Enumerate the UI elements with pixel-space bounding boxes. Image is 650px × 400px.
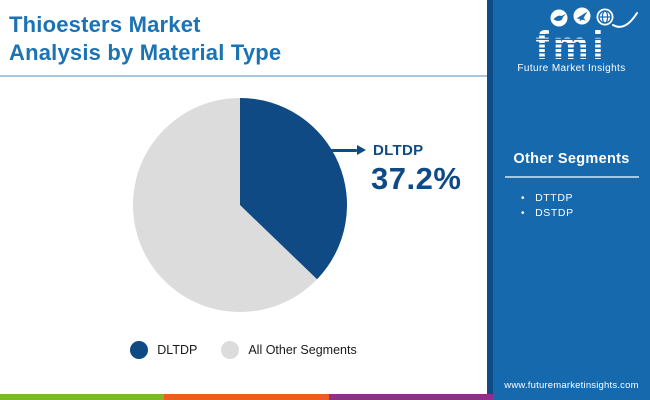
chart-legend: DLTDP All Other Segments	[0, 341, 487, 359]
bottom-bar	[0, 394, 493, 400]
page-title-line2: Analysis by Material Type	[9, 40, 282, 65]
swoosh-icon	[612, 12, 638, 28]
sidebar: fmi Future Market Insights Other Segment…	[487, 0, 650, 400]
bottom-bar-orange	[164, 394, 329, 400]
pie-chart-svg	[133, 98, 347, 312]
pie-chart	[133, 98, 347, 312]
logo-text-wrap: fmi	[531, 24, 612, 68]
fmi-logo: fmi Future Market Insights	[493, 7, 650, 74]
globe-icon	[596, 8, 614, 26]
logo-icons	[550, 7, 638, 28]
segment-item-dstdp: DSTDP	[521, 206, 650, 221]
header-divider	[0, 75, 487, 77]
arrow-line	[331, 148, 357, 152]
legend-dot-dltdp	[130, 341, 149, 359]
legend-dot-others	[221, 341, 240, 359]
plane-icon	[573, 7, 591, 25]
other-segments-panel: Other Segments DTTDP DSTDP	[493, 151, 650, 221]
arrow-right-icon	[357, 145, 366, 155]
logo-text: fmi	[535, 24, 608, 68]
logo-tagline: Future Market Insights	[517, 63, 626, 74]
callout-arrow: DLTDP	[331, 141, 461, 159]
page-title-line1: Thioesters Market	[9, 12, 201, 37]
segment-list: DTTDP DSTDP	[521, 191, 650, 221]
pie-slice-dltdp	[240, 98, 347, 280]
legend-item-dltdp: DLTDP	[130, 341, 197, 359]
callout: DLTDP 37.2%	[331, 142, 461, 197]
sidebar-body: fmi Future Market Insights Other Segment…	[493, 0, 650, 400]
panel-title: Other Segments	[513, 151, 630, 167]
legend-label-dltdp: DLTDP	[157, 343, 198, 357]
panel-divider	[504, 176, 639, 178]
legend-label-others: All Other Segments	[248, 343, 357, 357]
legend-item-others: All Other Segments	[221, 341, 357, 359]
sidebar-url[interactable]: www.futuremarketinsights.com	[504, 380, 639, 391]
bird-icon	[550, 9, 568, 27]
sidebar-edge	[487, 0, 493, 400]
callout-value: 37.2%	[371, 161, 462, 196]
page-header: Thioesters Market Analysis by Material T…	[9, 11, 479, 67]
segment-item-dttdp: DTTDP	[521, 191, 650, 206]
callout-label: DLTDP	[373, 141, 424, 159]
bottom-bar-purple	[328, 394, 493, 400]
bottom-bar-green	[0, 394, 165, 400]
